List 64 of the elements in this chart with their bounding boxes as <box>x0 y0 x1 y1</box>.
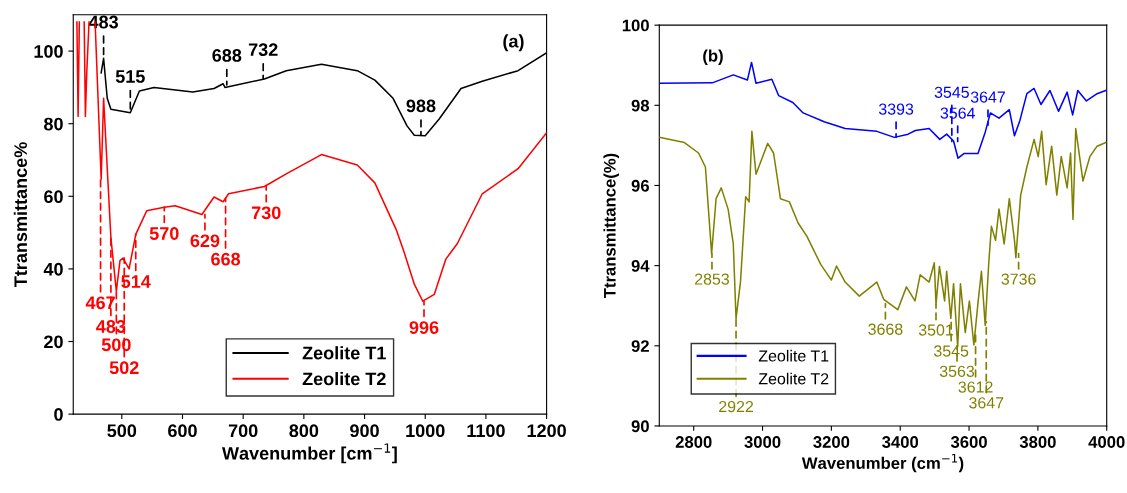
annotation: 500 <box>101 338 131 352</box>
legend-label: Zeolite T1 <box>758 349 829 362</box>
x-tick-label: 3000 <box>744 436 781 448</box>
annotation: 3612 <box>958 381 993 393</box>
x-axis-title: Wavenumber [cm$^{−1}$] <box>222 443 397 464</box>
y-tick-label: 96 <box>631 179 649 192</box>
annotation: 988 <box>406 99 436 113</box>
x-tick-label: 2800 <box>675 436 712 448</box>
x-tick-label: 900 <box>350 424 379 438</box>
x-tick-label: 700 <box>228 424 258 438</box>
annotation: 3545 <box>933 345 969 357</box>
annotation: 483 <box>88 15 119 29</box>
y-axis-title: Ttransmittance(%) <box>603 153 619 299</box>
x-tick-label: 800 <box>289 424 319 438</box>
annotation: 3564 <box>940 107 975 119</box>
y-tick-label: 0 <box>54 408 63 421</box>
annotation: 3668 <box>868 323 903 335</box>
legend-label: Zeolite T2 <box>758 372 829 385</box>
annotation: 2922 <box>719 400 754 413</box>
annotation: 3736 <box>1001 273 1036 285</box>
x-tick-label: 1000 <box>406 424 445 438</box>
annotation: 732 <box>248 43 278 57</box>
y-tick-label: 100 <box>34 45 63 58</box>
annotation: 3647 <box>970 91 1005 103</box>
x-axis-title: Wavenumber (cm$^{−1}$) <box>801 453 964 473</box>
annotation: 483 <box>96 320 126 333</box>
annotation: 570 <box>149 227 179 240</box>
legend-label: Zeolite T2 <box>302 372 386 386</box>
y-tick-label: 20 <box>44 335 63 349</box>
annotation: 3563 <box>939 365 975 377</box>
y-tick-label: 98 <box>631 99 650 112</box>
x-tick-label: 500 <box>107 424 137 438</box>
x-tick-label: 3600 <box>950 436 987 448</box>
y-tick-label: 60 <box>44 190 63 204</box>
text: (a) <box>503 34 524 52</box>
y-tick-label: 80 <box>44 117 63 131</box>
annotation: 467 <box>85 296 115 310</box>
x-tick-label: 4000 <box>1088 436 1125 448</box>
y-tick-label: 40 <box>43 262 63 276</box>
y-axis-title: Ttransmittance% <box>13 142 28 287</box>
x-tick-label: 3400 <box>882 436 919 448</box>
annotation: 730 <box>251 206 281 220</box>
x-tick-label: 3200 <box>813 436 850 448</box>
x-tick-label: 600 <box>168 424 197 438</box>
annotation: 629 <box>190 234 220 248</box>
legend-label: Zeolite T1 <box>302 346 386 360</box>
annotation: 688 <box>212 49 242 62</box>
annotation: 996 <box>409 321 439 334</box>
annotation: 515 <box>115 70 145 83</box>
y-tick-label: 94 <box>631 260 650 272</box>
annotation: 3647 <box>969 397 1004 409</box>
y-tick-label: 92 <box>631 340 649 352</box>
annotation: 3545 <box>934 86 969 98</box>
x-tick-label: 1200 <box>527 424 566 438</box>
annotation: 3501 <box>918 324 953 336</box>
text: (b) <box>703 49 723 65</box>
x-tick-label: 1100 <box>467 424 505 438</box>
annotation: 2853 <box>694 273 730 285</box>
y-tick-label: 100 <box>622 19 649 32</box>
annotation: 3393 <box>878 103 914 115</box>
annotation: 668 <box>211 252 241 266</box>
annotation: 502 <box>109 361 139 375</box>
x-tick-label: 3800 <box>1019 436 1056 448</box>
y-tick-label: 90 <box>631 420 649 433</box>
